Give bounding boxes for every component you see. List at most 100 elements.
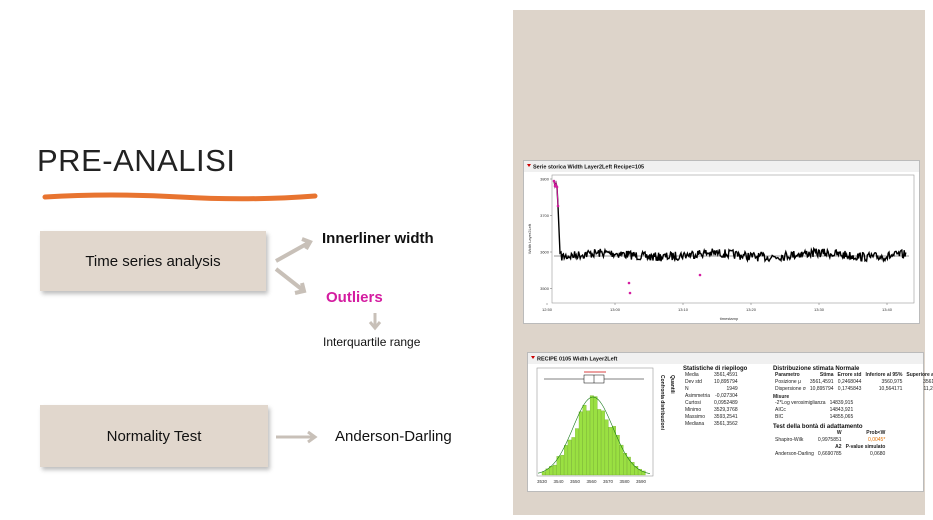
outlier-point xyxy=(555,185,559,189)
histogram-bar xyxy=(641,470,646,476)
histogram-bar xyxy=(601,410,605,476)
table-cell: Media xyxy=(685,372,699,378)
x-tick-label: 3590 xyxy=(636,479,647,484)
x-tick-label: 3550 xyxy=(570,479,581,484)
table-row: Posizione μ 3561,4591 0,2468044 3560,975 356… xyxy=(773,379,933,386)
histogram-bar xyxy=(612,426,616,476)
table-cell: 3560,975 xyxy=(881,379,903,385)
histogram-bar xyxy=(556,456,561,476)
table-row: Curtosi 0,0952489 xyxy=(683,400,740,407)
histogram-bar xyxy=(604,419,609,476)
time-series-chart: Serie storica Width Layer2Left Recipe=10… xyxy=(524,161,919,321)
table-cell: Curtosi xyxy=(685,400,701,406)
table-cell: N xyxy=(685,386,689,392)
y-tick-label: 3800 xyxy=(540,177,550,182)
table-row: -2*Log verosimiglianza 14839,915 xyxy=(773,400,855,407)
histogram-bar xyxy=(593,396,598,476)
fit-table: Parametro Stima Errore std Inferiore al 95%… xyxy=(773,372,933,393)
table-row: Mediana 3561,3562 xyxy=(683,421,740,428)
histogram-bar xyxy=(560,454,565,476)
table-cell: Errore std xyxy=(837,372,862,378)
section-title: Test della bontà di adattamento xyxy=(773,424,863,430)
step-box: Time series analysis xyxy=(40,231,266,291)
table-cell: AICc xyxy=(775,407,786,413)
x-tick-label: 13:40 xyxy=(882,307,893,312)
table-cell: 0,1745843 xyxy=(837,386,862,392)
normal-fit-section: Distribuzione stimata Normale Parametro S… xyxy=(773,366,933,458)
target-label: Innerliner width xyxy=(322,230,434,247)
arrows xyxy=(274,237,382,444)
table-cell xyxy=(773,430,816,437)
histogram-bar xyxy=(586,410,591,476)
distribution-chart: RECIPE 0105 Width Layer2Left Quantili Co… xyxy=(528,353,923,484)
side-label: Confronta distribuzioni xyxy=(659,375,665,431)
table-cell: Parametro xyxy=(775,372,800,378)
outlier-point xyxy=(698,273,702,277)
histogram-bar xyxy=(571,437,576,476)
table-cell: 10,895794 xyxy=(714,379,738,385)
table-cell: 10,564171 xyxy=(878,386,903,392)
time-series-panel: Serie storica Width Layer2Left Recipe=10… xyxy=(523,160,920,324)
method-label: Anderson-Darling xyxy=(335,428,452,445)
histogram-bar xyxy=(541,471,546,476)
x-tick-label: 12:50 xyxy=(542,307,553,312)
series-trace xyxy=(553,180,907,263)
histogram-bar xyxy=(589,395,594,476)
table-row: BIC 14855,065 xyxy=(773,414,855,421)
table-cell: Dispersione σ xyxy=(775,386,806,392)
outlier-trace xyxy=(553,180,559,207)
table-row: AICc 14843,921 xyxy=(773,407,855,414)
histogram-bar xyxy=(615,435,620,476)
table-cell: 11,249668 xyxy=(923,386,933,392)
step-box: Normality Test xyxy=(40,405,268,467)
section-subtitle: Misure xyxy=(773,394,790,400)
table-cell: Superiore al 95% xyxy=(906,372,933,378)
table-cell: Stima xyxy=(819,372,834,378)
x-tick-label: 3580 xyxy=(619,479,630,484)
table-cell: 10,895794 xyxy=(809,386,834,392)
table-cell: 3561,3562 xyxy=(714,421,738,427)
summary-section: Statistiche di riepilogo Media 3561,4591 D… xyxy=(683,366,747,428)
distribution-panel: RECIPE 0105 Width Layer2Left Quantili Co… xyxy=(527,352,933,492)
table-cell: 0,0680 xyxy=(870,451,886,457)
histogram-bar xyxy=(626,456,631,476)
histogram-bar xyxy=(575,428,579,476)
title-underline xyxy=(42,192,318,202)
table-row: Parametro Stima Errore std Inferiore al 95%… xyxy=(773,372,933,379)
x-tick-label: 3570 xyxy=(603,479,614,484)
histogram-bar xyxy=(619,444,624,476)
table-cell: Inferiore al 95% xyxy=(865,372,903,378)
table-cell: 0,6690785 xyxy=(817,451,842,457)
table-row: Massimo 3593,2541 xyxy=(683,414,740,421)
panel-title: Serie storica Width Layer2Left Recipe=10… xyxy=(533,165,644,171)
table-row: Dispersione σ 10,895794 0,1745843 10,564171… xyxy=(773,386,933,393)
x-tick-label: 13:10 xyxy=(678,307,689,312)
table-cell: A2 xyxy=(835,444,842,450)
table-cell: 0,2468044 xyxy=(837,379,862,385)
table-row: Dev std 10,895794 xyxy=(683,379,740,386)
y-tick-label: 3700 xyxy=(540,213,550,218)
outlier-point xyxy=(556,204,560,208)
table-row: Media 3561,4591 xyxy=(683,372,740,379)
table-cell: Posizione μ xyxy=(775,379,801,385)
x-tick-label: 3540 xyxy=(553,479,564,484)
outlier-point xyxy=(552,179,556,183)
method-label: Interquartile range xyxy=(323,335,421,349)
table-cell: Massimo xyxy=(685,414,706,420)
outlier-point xyxy=(628,291,632,295)
x-axis-label: timestamp xyxy=(720,316,739,321)
table-row: Anderson-Darling 0,6690785 0,0680 xyxy=(773,451,887,458)
measures-table: -2*Log verosimiglianza 14839,915 AICc 14843… xyxy=(773,400,855,421)
normal-curve xyxy=(537,396,651,474)
table-row: W Prob<W xyxy=(773,430,887,437)
panel-title: RECIPE 0105 Width Layer2Left xyxy=(537,357,618,363)
table-row: Minimo 3529,3768 xyxy=(683,407,740,414)
section-title: Distribuzione stimata Normale xyxy=(773,366,860,372)
y-tick-label: 3600 xyxy=(540,250,550,255)
table-cell: 3529,3768 xyxy=(714,407,738,413)
table-row: N 1949 xyxy=(683,386,740,393)
table-cell: 3561,4591 xyxy=(714,372,738,378)
x-tick-label: 3530 xyxy=(537,479,548,484)
table-cell: 0,0952489 xyxy=(714,400,738,406)
